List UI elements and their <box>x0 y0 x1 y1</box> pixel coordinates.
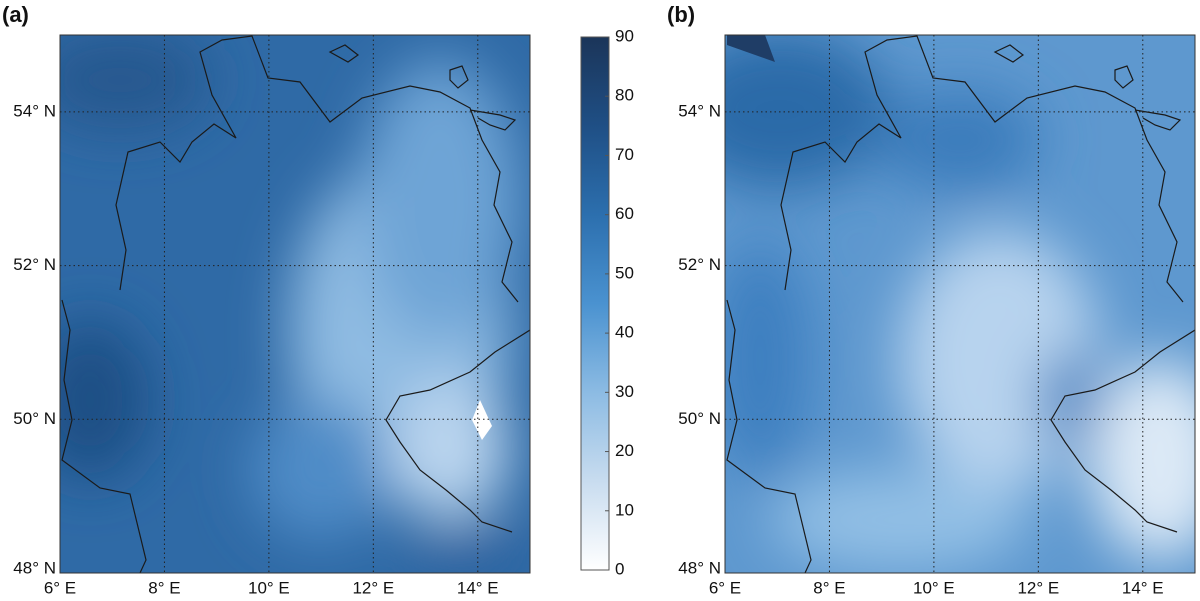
colorbar-tick-label: 60 <box>615 204 634 223</box>
colorbar-tick-label: 70 <box>615 145 634 164</box>
y-tick-label: 54° N <box>13 101 56 120</box>
y-tick-label: 52° N <box>13 255 56 274</box>
x-tick-label: 14° E <box>457 578 499 597</box>
y-tick-label: 50° N <box>13 409 56 428</box>
field-b <box>725 35 1195 573</box>
x-tick-label: 8° E <box>148 578 180 597</box>
colorbar-tick-label: 10 <box>615 500 634 519</box>
x-tick-label: 6° E <box>44 578 76 597</box>
colorbar-tick-label: 50 <box>615 263 634 282</box>
x-tick-label: 6° E <box>709 578 741 597</box>
x-tick-label: 12° E <box>1017 578 1059 597</box>
x-tick-label: 14° E <box>1122 578 1164 597</box>
y-tick-label: 54° N <box>678 101 721 120</box>
x-tick-label: 10° E <box>248 578 290 597</box>
panel-title: (a) <box>2 2 29 27</box>
y-tick-label: 48° N <box>13 558 56 577</box>
field-a <box>60 35 530 573</box>
y-tick-label: 52° N <box>678 255 721 274</box>
x-tick-label: 12° E <box>352 578 394 597</box>
x-tick-label: 8° E <box>813 578 845 597</box>
colorbar-tick-label: 80 <box>615 86 634 105</box>
panel-title: (b) <box>667 2 695 27</box>
y-tick-label: 48° N <box>678 558 721 577</box>
x-tick-label: 10° E <box>913 578 955 597</box>
colorbar-tick-label: 30 <box>615 382 634 401</box>
frame-a <box>59 34 531 574</box>
frame-b <box>724 34 1196 574</box>
colorbar-tick-label: 0 <box>615 559 624 578</box>
colorbar-tick-label: 90 <box>615 26 634 45</box>
colorbar-tick-label: 40 <box>615 323 634 342</box>
colorbar <box>580 36 610 571</box>
colorbar-tick-label: 20 <box>615 441 634 460</box>
y-tick-label: 50° N <box>678 409 721 428</box>
